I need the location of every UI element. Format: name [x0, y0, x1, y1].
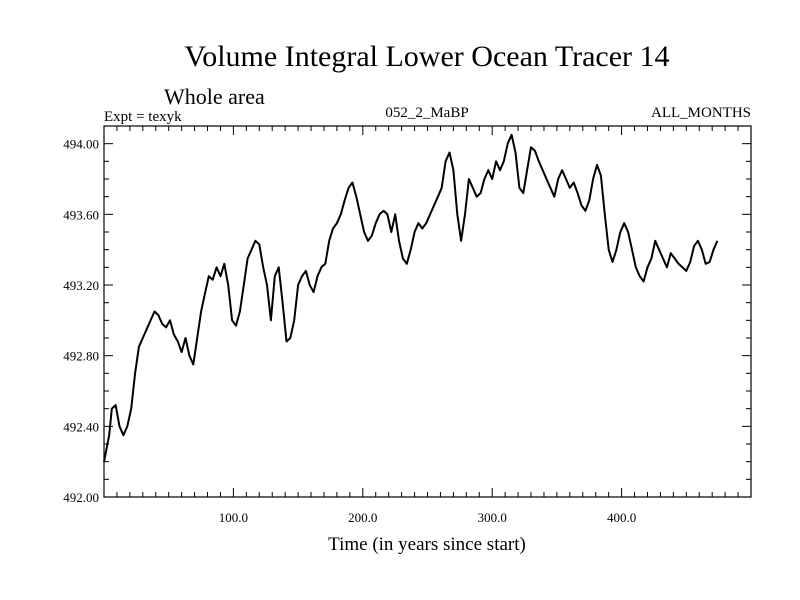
x-tick-label: 300.0	[478, 510, 507, 525]
series-line	[103, 133, 719, 462]
y-tick-label: 492.00	[63, 490, 99, 505]
x-axis-label: Time (in years since start)	[328, 534, 526, 555]
plot-frame	[103, 125, 752, 498]
y-tick-label: 493.20	[63, 278, 99, 293]
y-tick-label: 492.80	[63, 349, 99, 364]
experiment-label: Expt = texyk	[104, 109, 182, 125]
x-tick-label: 400.0	[607, 510, 636, 525]
period-label: ALL_MONTHS	[651, 105, 751, 121]
x-tick-label: 200.0	[348, 510, 377, 525]
chart-subtitle: Whole area	[164, 84, 265, 109]
chart-title: Volume Integral Lower Ocean Tracer 14	[184, 40, 669, 73]
y-tick-label: 493.60	[63, 207, 99, 222]
x-tick-label: 100.0	[219, 510, 248, 525]
run-label: 052_2_MaBP	[385, 105, 468, 121]
y-tick-label: 492.40	[63, 419, 99, 434]
y-tick-label: 494.00	[63, 137, 99, 152]
x-axis-ticks: 100.0 200.0 300.0 400.0	[116, 126, 739, 525]
y-axis-ticks: 492.00 492.40 492.80 493.20 493.60 494.00	[63, 125, 751, 505]
